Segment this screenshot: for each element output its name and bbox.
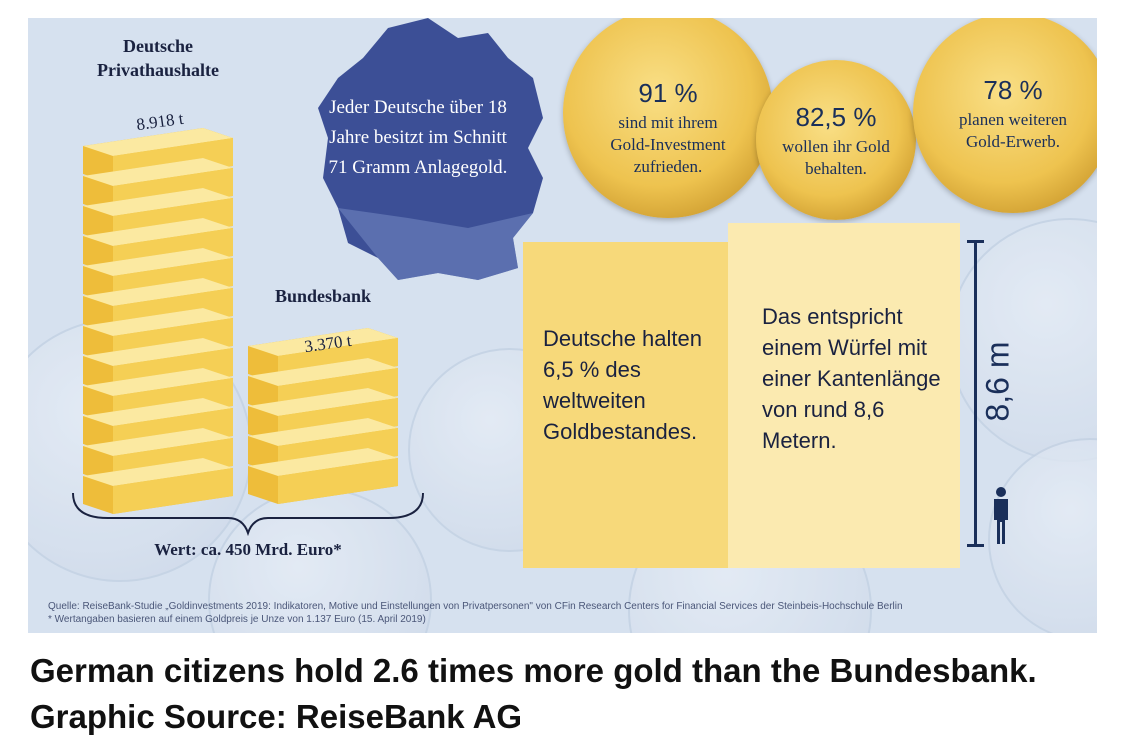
- cube-side-text: Das entspricht einem Würfel mit einer Ka…: [762, 304, 941, 453]
- footnote-line: * Wertangaben basieren auf einem Goldpre…: [48, 614, 426, 625]
- height-label: 8,6 m: [979, 341, 1016, 422]
- coin-percent: 82,5 %: [795, 102, 877, 132]
- privathaushalte-label: Deutsche Privathaushalte: [96, 36, 219, 80]
- gold-bar-top: [83, 368, 233, 396]
- gold-bar-top: [248, 388, 398, 416]
- gold-bar-top: [83, 248, 233, 276]
- gold-bar-top: [83, 128, 233, 156]
- gold-bar-top: [248, 418, 398, 446]
- germany-map: [318, 18, 543, 280]
- map-text: Jeder Deutsche über 18 Jahre besitzt im …: [328, 97, 508, 178]
- gold-bar-top: [83, 398, 233, 426]
- gold-bar-top: [248, 358, 398, 386]
- gold-bar-face: [113, 468, 233, 514]
- bundesbank-gold-stack: [248, 328, 398, 504]
- caption: German citizens hold 2.6 times more gold…: [30, 652, 1037, 735]
- height-tick-top: [967, 240, 984, 243]
- source-line: Quelle: ReiseBank-Studie „Goldinvestment…: [48, 601, 903, 612]
- person-icon: [994, 487, 1008, 544]
- cube-front-text: Deutsche halten 6,5 % des weltweiten Gol…: [543, 326, 702, 444]
- height-line: [974, 240, 977, 546]
- source-note: Quelle: ReiseBank-Studie „Goldinvestment…: [48, 600, 903, 626]
- coin-percent: 91 %: [638, 78, 698, 108]
- bundesbank-label: Bundesbank: [274, 286, 372, 306]
- coin-description: wollen ihr Gold behalten.: [782, 137, 890, 178]
- brace: [72, 492, 424, 537]
- gold-cube-side: [728, 223, 960, 568]
- coin-description: planen weiteren Gold-Erwerb.: [958, 110, 1068, 151]
- coin-satisfaction: 91 % sind mit ihrem Gold-Investment zufr…: [563, 18, 773, 218]
- wert-label: Wert: ca. 450 Mrd. Euro*: [154, 540, 342, 559]
- height-tick-bottom: [967, 544, 984, 547]
- coin-buy-more: 78 % planen weiteren Gold-Erwerb.: [913, 18, 1097, 213]
- gold-infographic: Jeder Deutsche über 18 Jahre besitzt im …: [28, 18, 1097, 633]
- gold-bar-top: [83, 188, 233, 216]
- background-coin: [948, 218, 1097, 462]
- gold-bar-top: [83, 218, 233, 246]
- gold-bar-top: [248, 448, 398, 476]
- gold-bar-top: [83, 338, 233, 366]
- coin-percent: 78 %: [983, 75, 1043, 105]
- coin-keep: 82,5 % wollen ihr Gold behalten.: [756, 60, 916, 220]
- gold-bar-top: [83, 458, 233, 486]
- gold-cube-front: [523, 242, 728, 568]
- gold-bar-top: [83, 158, 233, 186]
- gold-bar-face: [278, 458, 398, 504]
- gold-bar-top: [248, 328, 398, 356]
- gold-bar-top: [83, 278, 233, 306]
- coin-description: sind mit ihrem Gold-Investment zufrieden…: [610, 113, 726, 176]
- gold-bar-top: [83, 308, 233, 336]
- gold-bar-top: [83, 428, 233, 456]
- privathaushalte-gold-stack: [83, 128, 233, 514]
